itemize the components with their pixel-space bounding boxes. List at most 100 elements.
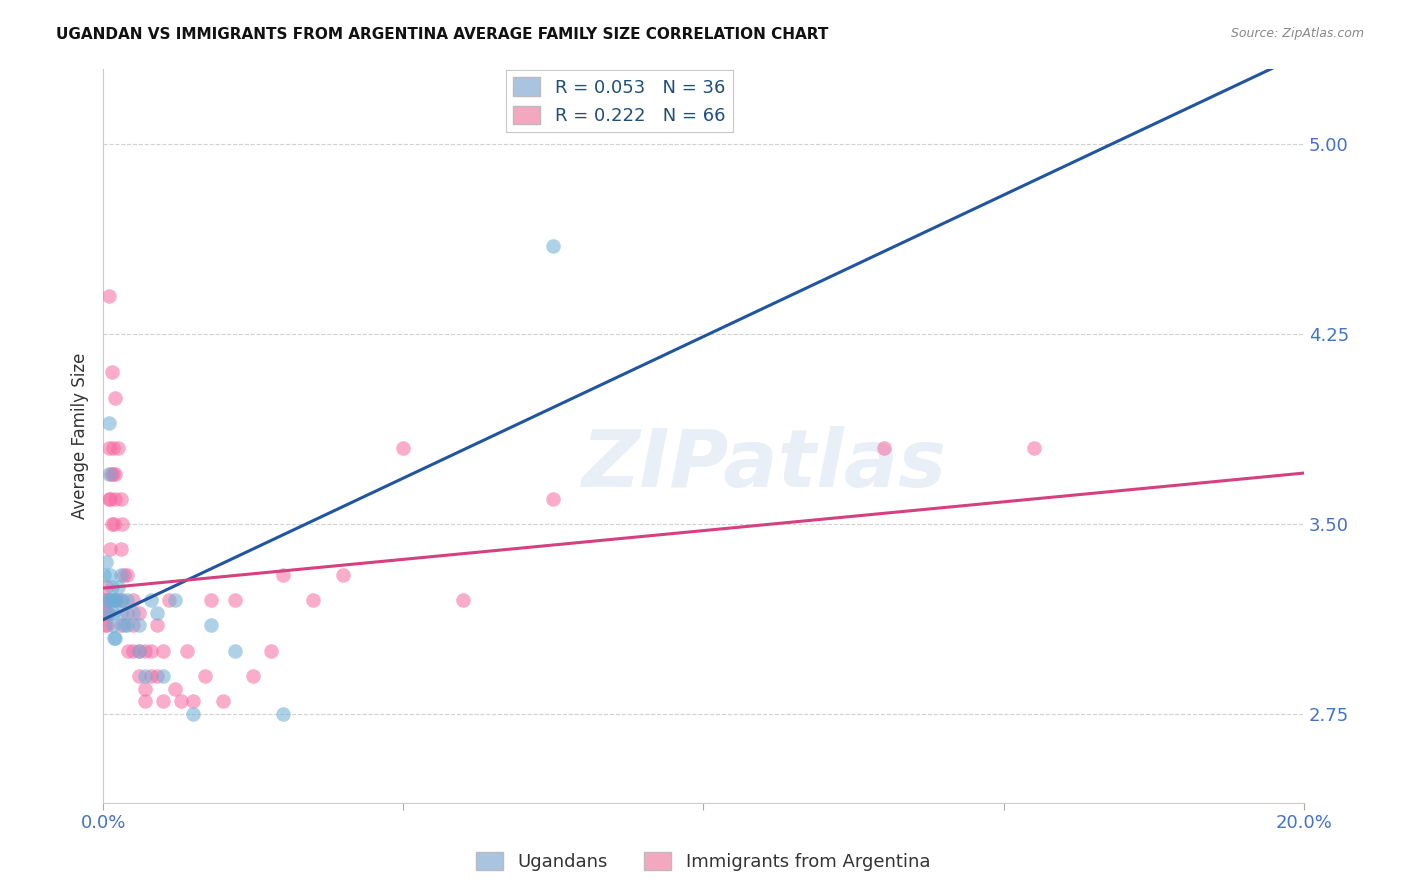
Point [260, 644, 283, 658]
Point [146, 606, 169, 620]
Point [104, 391, 127, 405]
Point [141, 593, 163, 607]
Point [115, 606, 138, 620]
Point [200, 593, 222, 607]
Point [111, 517, 134, 532]
Point [103, 631, 125, 645]
Point [141, 669, 163, 683]
Point [128, 669, 150, 683]
Point [543, 491, 565, 506]
Point [122, 606, 145, 620]
Point [872, 441, 894, 455]
Point [302, 593, 325, 607]
Legend: R = 0.053   N = 36, R = 0.222   N = 66: R = 0.053 N = 36, R = 0.222 N = 66 [506, 70, 733, 132]
Point [110, 593, 132, 607]
Point [212, 694, 235, 708]
Point [122, 644, 145, 658]
Point [392, 441, 415, 455]
Point [165, 593, 187, 607]
Point [224, 644, 246, 658]
Point [134, 681, 156, 696]
Point [98, 491, 121, 506]
Point [242, 669, 264, 683]
Y-axis label: Average Family Size: Average Family Size [72, 352, 89, 519]
Point [107, 441, 129, 455]
Point [134, 669, 156, 683]
Point [1022, 441, 1045, 455]
Point [107, 581, 129, 595]
Point [271, 567, 294, 582]
Point [110, 542, 132, 557]
Point [170, 694, 193, 708]
Point [152, 694, 174, 708]
Point [98, 289, 121, 303]
Point [332, 567, 354, 582]
Point [543, 238, 565, 252]
Point [111, 593, 134, 607]
Point [101, 606, 124, 620]
Point [176, 644, 198, 658]
Point [105, 593, 128, 607]
Point [110, 491, 132, 506]
Point [110, 618, 132, 632]
Point [110, 606, 132, 620]
Point [103, 467, 125, 481]
Point [128, 644, 150, 658]
Point [94, 606, 117, 620]
Point [96, 593, 118, 607]
Point [94, 555, 117, 569]
Point [152, 669, 174, 683]
Legend: Ugandans, Immigrants from Argentina: Ugandans, Immigrants from Argentina [468, 845, 938, 879]
Point [128, 644, 150, 658]
Point [98, 441, 121, 455]
Point [141, 644, 163, 658]
Text: UGANDAN VS IMMIGRANTS FROM ARGENTINA AVERAGE FAMILY SIZE CORRELATION CHART: UGANDAN VS IMMIGRANTS FROM ARGENTINA AVE… [56, 27, 828, 42]
Point [224, 593, 246, 607]
Point [93, 593, 115, 607]
Point [157, 593, 180, 607]
Point [98, 467, 121, 481]
Point [181, 706, 204, 721]
Point [101, 441, 124, 455]
Point [134, 694, 156, 708]
Point [146, 618, 169, 632]
Point [97, 606, 120, 620]
Text: ZIPatlas: ZIPatlas [581, 425, 946, 504]
Point [104, 491, 127, 506]
Point [96, 618, 118, 632]
Point [115, 618, 138, 632]
Point [97, 606, 120, 620]
Point [117, 644, 139, 658]
Point [181, 694, 204, 708]
Point [104, 593, 127, 607]
Point [104, 631, 127, 645]
Point [101, 365, 124, 379]
Point [122, 618, 145, 632]
Point [96, 593, 118, 607]
Point [194, 669, 217, 683]
Point [128, 618, 150, 632]
Point [112, 618, 135, 632]
Point [93, 567, 115, 582]
Point [122, 593, 145, 607]
Point [94, 581, 117, 595]
Point [115, 567, 138, 582]
Point [101, 593, 124, 607]
Point [98, 593, 121, 607]
Point [98, 491, 121, 506]
Point [103, 517, 125, 532]
Point [271, 706, 294, 721]
Point [98, 567, 121, 582]
Point [94, 618, 117, 632]
Point [110, 567, 132, 582]
Point [200, 618, 222, 632]
Point [98, 416, 121, 430]
Text: Source: ZipAtlas.com: Source: ZipAtlas.com [1230, 27, 1364, 40]
Point [98, 542, 121, 557]
Point [112, 567, 135, 582]
Point [105, 593, 128, 607]
Point [100, 517, 122, 532]
Point [100, 581, 122, 595]
Point [152, 644, 174, 658]
Point [103, 618, 125, 632]
